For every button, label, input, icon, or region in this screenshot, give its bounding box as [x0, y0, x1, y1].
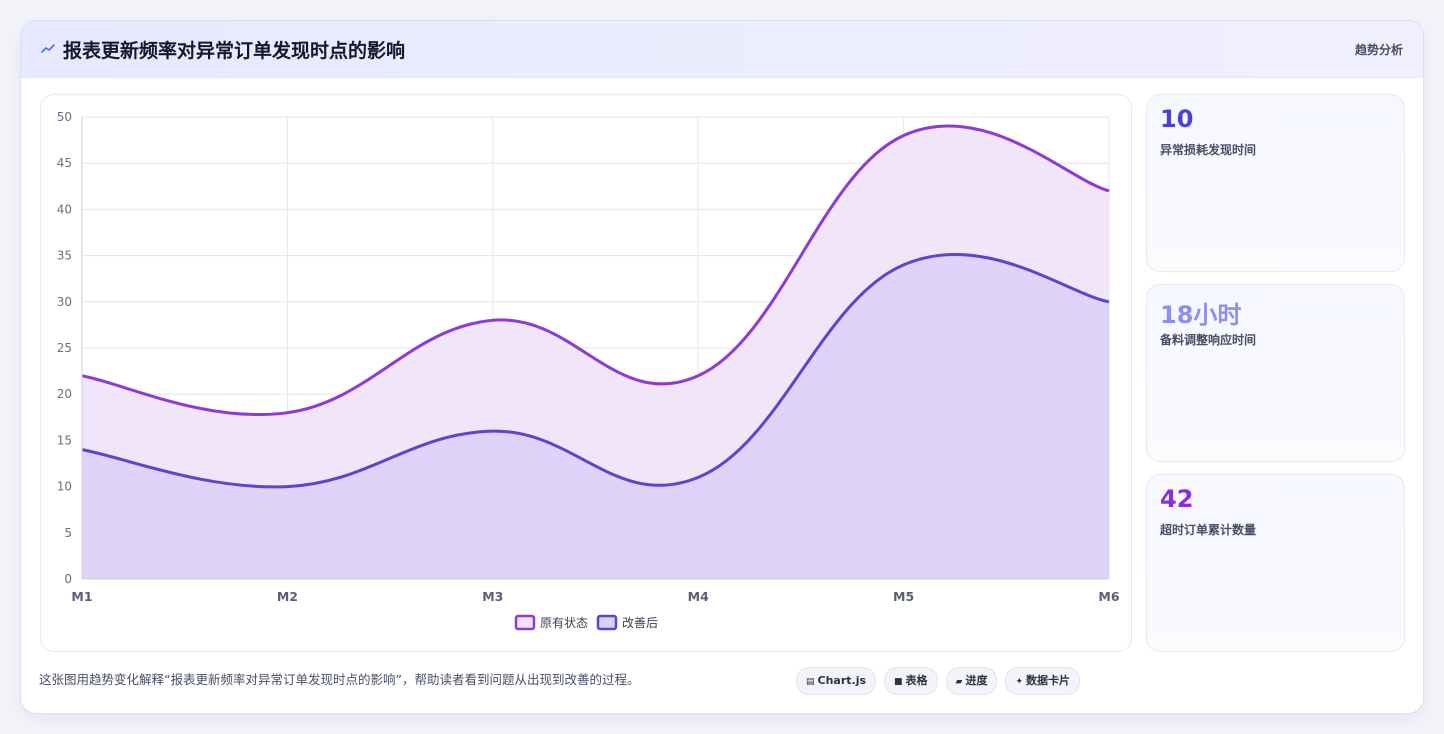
stat-label: 备料调整响应时间 [1160, 333, 1257, 347]
chart-container: 0 5 10 15 20 25 30 35 40 45 50 M1 M2 M3 M4 M5 M6 原有状态 改善后 [40, 94, 1132, 652]
stat-value: 10 [1160, 105, 1194, 133]
stat-card-1: 10 异常损耗发现时间 [1146, 94, 1405, 272]
chart-description: 这张图用趋势变化解释“报表更新频率对异常订单发现时点的影响”，帮助读者看到问题从… [39, 672, 640, 687]
trend-analysis-tag[interactable]: 趋势分析 [1354, 43, 1403, 57]
y-tick-label: 5 [64, 526, 72, 540]
data-card-icon: ✦ [1015, 677, 1024, 687]
y-tick-label: 15 [57, 433, 72, 447]
page-title: 报表更新频率对异常订单发现时点的影响 [63, 40, 406, 62]
series-line-2 [81, 253, 1110, 489]
y-tick-label: 10 [57, 480, 72, 494]
stat-label: 超时订单累计数量 [1160, 523, 1257, 537]
y-tick-label: 25 [57, 341, 72, 355]
dashboard-card: 报表更新频率对异常订单发现时点的影响 趋势分析 0 5 10 15 20 25 30 35 40… [20, 20, 1424, 714]
legend-label-2: 改善后 [622, 615, 658, 630]
stat-card-3: 42 超时订单累计数量 [1146, 474, 1405, 652]
x-tick-label: M3 [482, 589, 503, 604]
x-tick-label: M1 [71, 589, 92, 604]
x-tick-label: M5 [893, 589, 914, 604]
legend-swatch-1 [514, 614, 536, 631]
legend-label-1: 原有状态 [540, 616, 588, 630]
progress-icon: ▰ [955, 677, 963, 687]
chip-data-card[interactable]: ✦ 数据卡片 [1005, 667, 1081, 695]
feature-chips: ▤ Chart.js ■ 表格 ▰ 进度 ✦ 数据卡片 [796, 667, 1081, 695]
series-line-1 [81, 124, 1110, 417]
legend-swatch-2 [596, 614, 618, 631]
stat-label: 异常损耗发现时间 [1160, 143, 1257, 157]
chip-table[interactable]: ■ 表格 [884, 667, 938, 695]
chip-chartjs[interactable]: ▤ Chart.js [796, 667, 877, 695]
y-tick-label: 30 [57, 295, 72, 309]
trend-line-icon [41, 44, 55, 53]
y-tick-label: 40 [57, 202, 72, 216]
y-tick-label: 50 [57, 110, 72, 124]
y-tick-label: 45 [57, 156, 72, 170]
table-icon: ■ [894, 677, 903, 687]
stat-card-2: 18小时 备料调整响应时间 [1146, 284, 1405, 462]
x-tick-label: M2 [277, 589, 298, 604]
chip-progress[interactable]: ▰ 进度 [945, 667, 998, 695]
x-tick-label: M4 [688, 589, 709, 604]
y-tick-label: 20 [57, 387, 72, 401]
chart-icon: ▤ [806, 677, 815, 687]
stat-value: 42 [1160, 485, 1194, 513]
area-chart: 0 5 10 15 20 25 30 35 40 45 50 M1 M2 M3 M4 M5 M6 原有状态 改善后 [57, 110, 1120, 631]
x-tick-label: M6 [1098, 589, 1119, 604]
stat-value: 18小时 [1160, 301, 1242, 329]
card-header: 报表更新频率对异常订单发现时点的影响 趋势分析 [21, 21, 1423, 78]
y-tick-label: 0 [64, 572, 72, 586]
series-area-2 [82, 254, 1109, 579]
y-tick-label: 35 [57, 249, 72, 263]
